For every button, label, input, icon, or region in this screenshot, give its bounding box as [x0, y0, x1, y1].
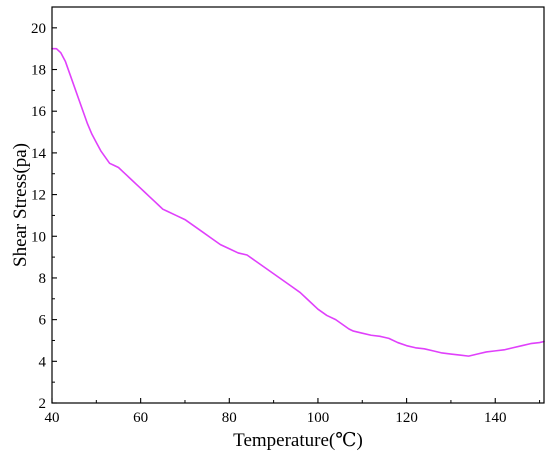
y-axis-title: Shear Stress(pa)	[10, 143, 31, 267]
y-tick-label: 8	[39, 271, 47, 287]
x-tick-label: 140	[484, 410, 507, 426]
x-axis-ticks: 40 60 80 100 120 140	[45, 398, 541, 426]
y-tick-label: 10	[31, 229, 46, 245]
y-tick-label: 18	[31, 63, 46, 79]
y-tick-label: 4	[39, 354, 47, 370]
x-tick-label: 120	[395, 410, 418, 426]
y-tick-label: 6	[39, 313, 47, 329]
plot-frame	[51, 6, 545, 404]
y-axis-ticks: 2 4 6 8 10 12 14 16 18 20	[31, 21, 57, 412]
x-tick-label: 80	[222, 410, 237, 426]
x-tick-label: 60	[133, 410, 148, 426]
y-tick-label: 14	[31, 146, 47, 162]
y-tick-label: 12	[31, 188, 46, 204]
x-tick-label: 40	[45, 410, 60, 426]
y-tick-label: 20	[31, 21, 46, 37]
y-tick-label: 2	[39, 396, 47, 412]
shear-stress-series-line	[51, 47, 545, 357]
x-axis-title: Temperature(℃)	[233, 430, 363, 451]
x-tick-label: 100	[307, 410, 330, 426]
y-tick-label: 16	[31, 104, 47, 120]
